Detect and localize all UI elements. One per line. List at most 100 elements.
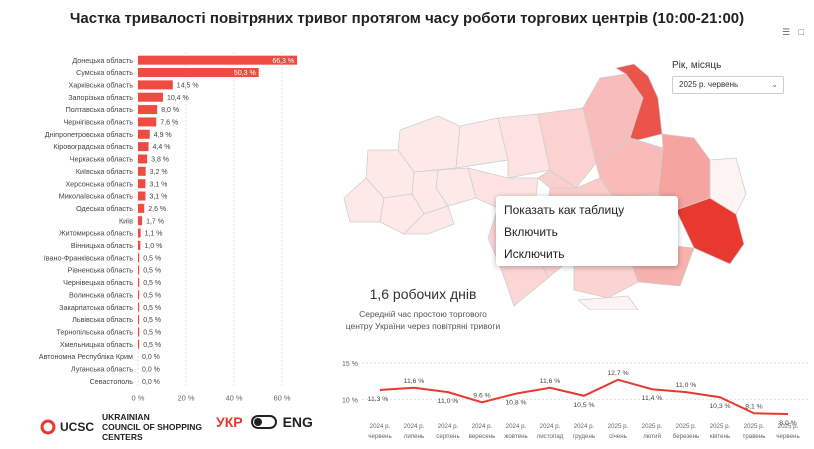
x-tick-label-year: 2025 р.	[676, 423, 697, 430]
x-tick-label-month: травень	[742, 433, 765, 440]
bar	[138, 142, 149, 152]
x-tick-label-month: березень	[673, 433, 700, 440]
bar	[138, 92, 163, 102]
x-tick-label-month: жовтень	[504, 433, 528, 440]
bar	[138, 179, 146, 189]
bar-value-label: 7,6 %	[160, 120, 178, 127]
x-tick-label-year: 2025 р.	[608, 423, 629, 430]
bar-value-label: 0,5 %	[143, 305, 161, 312]
x-tick-label-year: 2024 р.	[540, 423, 561, 430]
category-label: Львівська область	[72, 315, 133, 324]
bar-value-label: 0,5 %	[143, 329, 161, 336]
x-tick-label-month: серпень	[436, 433, 459, 440]
period-select[interactable]: 2025 р. червень ⌄	[672, 76, 784, 94]
bar-value-label: 1,7 %	[146, 218, 164, 225]
period-select-value: 2025 р. червень	[679, 80, 739, 89]
category-label: Харківська область	[68, 80, 133, 89]
category-label: Київ	[119, 216, 133, 225]
category-label: Закарпатська область	[59, 303, 133, 312]
bar-value-label: 3,8 %	[151, 157, 169, 164]
ucsc-full-name: UKRAINIAN COUNCIL OF SHOPPING CENTERS	[102, 412, 202, 442]
menu-item-include[interactable]: Включить	[504, 225, 558, 239]
x-tick-label-month: листопад	[537, 433, 564, 440]
bar-value-label: 0,0 %	[142, 367, 160, 374]
bar-value-label: 2,6 %	[148, 206, 166, 213]
bar-value-label: 1,1 %	[145, 231, 163, 238]
bar-value-label: 3,1 %	[149, 181, 167, 188]
category-label: Вінницька область	[71, 241, 133, 250]
bar-value-label: 50,3 %	[234, 70, 256, 77]
category-label: Донецька область	[72, 56, 133, 65]
map-region[interactable]	[537, 107, 597, 189]
menu-item-exclude[interactable]: Исключить	[504, 247, 565, 261]
bar	[138, 253, 140, 263]
category-label: Волинська область	[69, 290, 133, 299]
filter-icon[interactable]: ☰	[781, 27, 791, 37]
category-label: Чернівецька область	[63, 278, 133, 287]
menu-item-show-as-table[interactable]: Показать как таблицу	[504, 203, 625, 217]
bar-value-label: 0,5 %	[143, 342, 161, 349]
category-label: Автономна Республіка Крим	[39, 352, 133, 361]
category-label: Чернігівська область	[63, 118, 133, 127]
category-label: Київська область	[76, 167, 133, 176]
bar	[138, 191, 146, 201]
x-tick-label-month: червень	[368, 433, 391, 440]
brand-line1: UKRAINIAN	[102, 412, 150, 422]
category-label: Полтавська область	[66, 105, 134, 114]
lang-eng-button[interactable]: ENG	[282, 414, 313, 430]
category-label: Житомирська область	[59, 229, 133, 238]
bar	[138, 302, 140, 312]
point-value-label: 10,3 %	[709, 403, 730, 410]
map-region[interactable]	[537, 169, 578, 189]
map-region[interactable]	[709, 157, 747, 215]
map-region[interactable]	[576, 295, 639, 310]
language-toggle[interactable]	[250, 415, 277, 429]
x-tick-label: 0 %	[132, 393, 145, 402]
kpi-card: 1,6 робочих днів Середній час простою то…	[322, 286, 524, 332]
bar-value-label: 8,0 %	[161, 107, 179, 114]
category-label: Луганська область	[71, 365, 133, 374]
bar	[138, 68, 259, 78]
x-tick-label-year: 2025 р.	[778, 423, 799, 430]
monthly-line-chart: 15 % 10 % 11,3 % 2024 р. червень 11,6 % 2024 р…	[342, 361, 808, 440]
point-value-label: 8,1 %	[745, 403, 762, 410]
kpi-caption-line1: Середній час простою торгового	[359, 309, 487, 319]
page-title: Частка тривалості повітряних тривог прот…	[69, 10, 745, 27]
kpi-value: 1,6 робочих днів	[369, 286, 477, 302]
bar-value-label: 10,4 %	[167, 95, 189, 102]
bar-value-label: 3,2 %	[150, 169, 168, 176]
map-region[interactable]	[403, 205, 455, 235]
bar-value-label: 66,3 %	[272, 58, 294, 65]
x-tick-label-year: 2024 р.	[370, 423, 391, 430]
bar	[138, 105, 158, 115]
category-label: Сумська область	[76, 68, 133, 77]
context-menu: Показать как таблицу Включить Исключить	[496, 196, 678, 266]
x-tick-label-year: 2025 р.	[642, 423, 663, 430]
map-region[interactable]	[614, 63, 663, 141]
point-value-label: 11,6 %	[404, 378, 425, 385]
bar	[138, 129, 150, 139]
ucsc-logo: UCSC UKRAINIAN COUNCIL OF SHOPPING CENTE…	[40, 412, 202, 442]
bar	[138, 277, 140, 287]
ucsc-logo-text: UCSC	[60, 420, 95, 434]
bar	[138, 117, 157, 127]
x-tick-label-month: квітень	[710, 433, 730, 440]
category-label: Рівненська область	[68, 266, 134, 275]
y-tick-label: 15 %	[342, 361, 358, 368]
point-value-label: 11,6 %	[540, 378, 561, 385]
category-label: Кіровоградська область	[53, 142, 133, 151]
bar	[138, 55, 298, 65]
x-tick-label-year: 2024 р.	[404, 423, 425, 430]
bar-value-label: 0,5 %	[143, 280, 161, 287]
bar-value-label: 0,0 %	[142, 354, 160, 361]
map-region[interactable]	[497, 113, 551, 179]
bar	[138, 80, 173, 90]
lang-ukr-button[interactable]: УКР	[216, 414, 243, 430]
region-bar-chart: 0 % 20 % 40 % 60 % Донецька область 66,3 % Сум…	[39, 52, 298, 402]
category-label: Одеська область	[76, 204, 133, 213]
category-label: Черкаська область	[70, 155, 134, 164]
category-label: Дніпропетровська область	[45, 130, 133, 139]
x-tick-label-month: червень	[776, 433, 799, 440]
more-options-icon[interactable]: □	[798, 27, 804, 37]
point-value-label: 10,5 %	[573, 402, 594, 409]
